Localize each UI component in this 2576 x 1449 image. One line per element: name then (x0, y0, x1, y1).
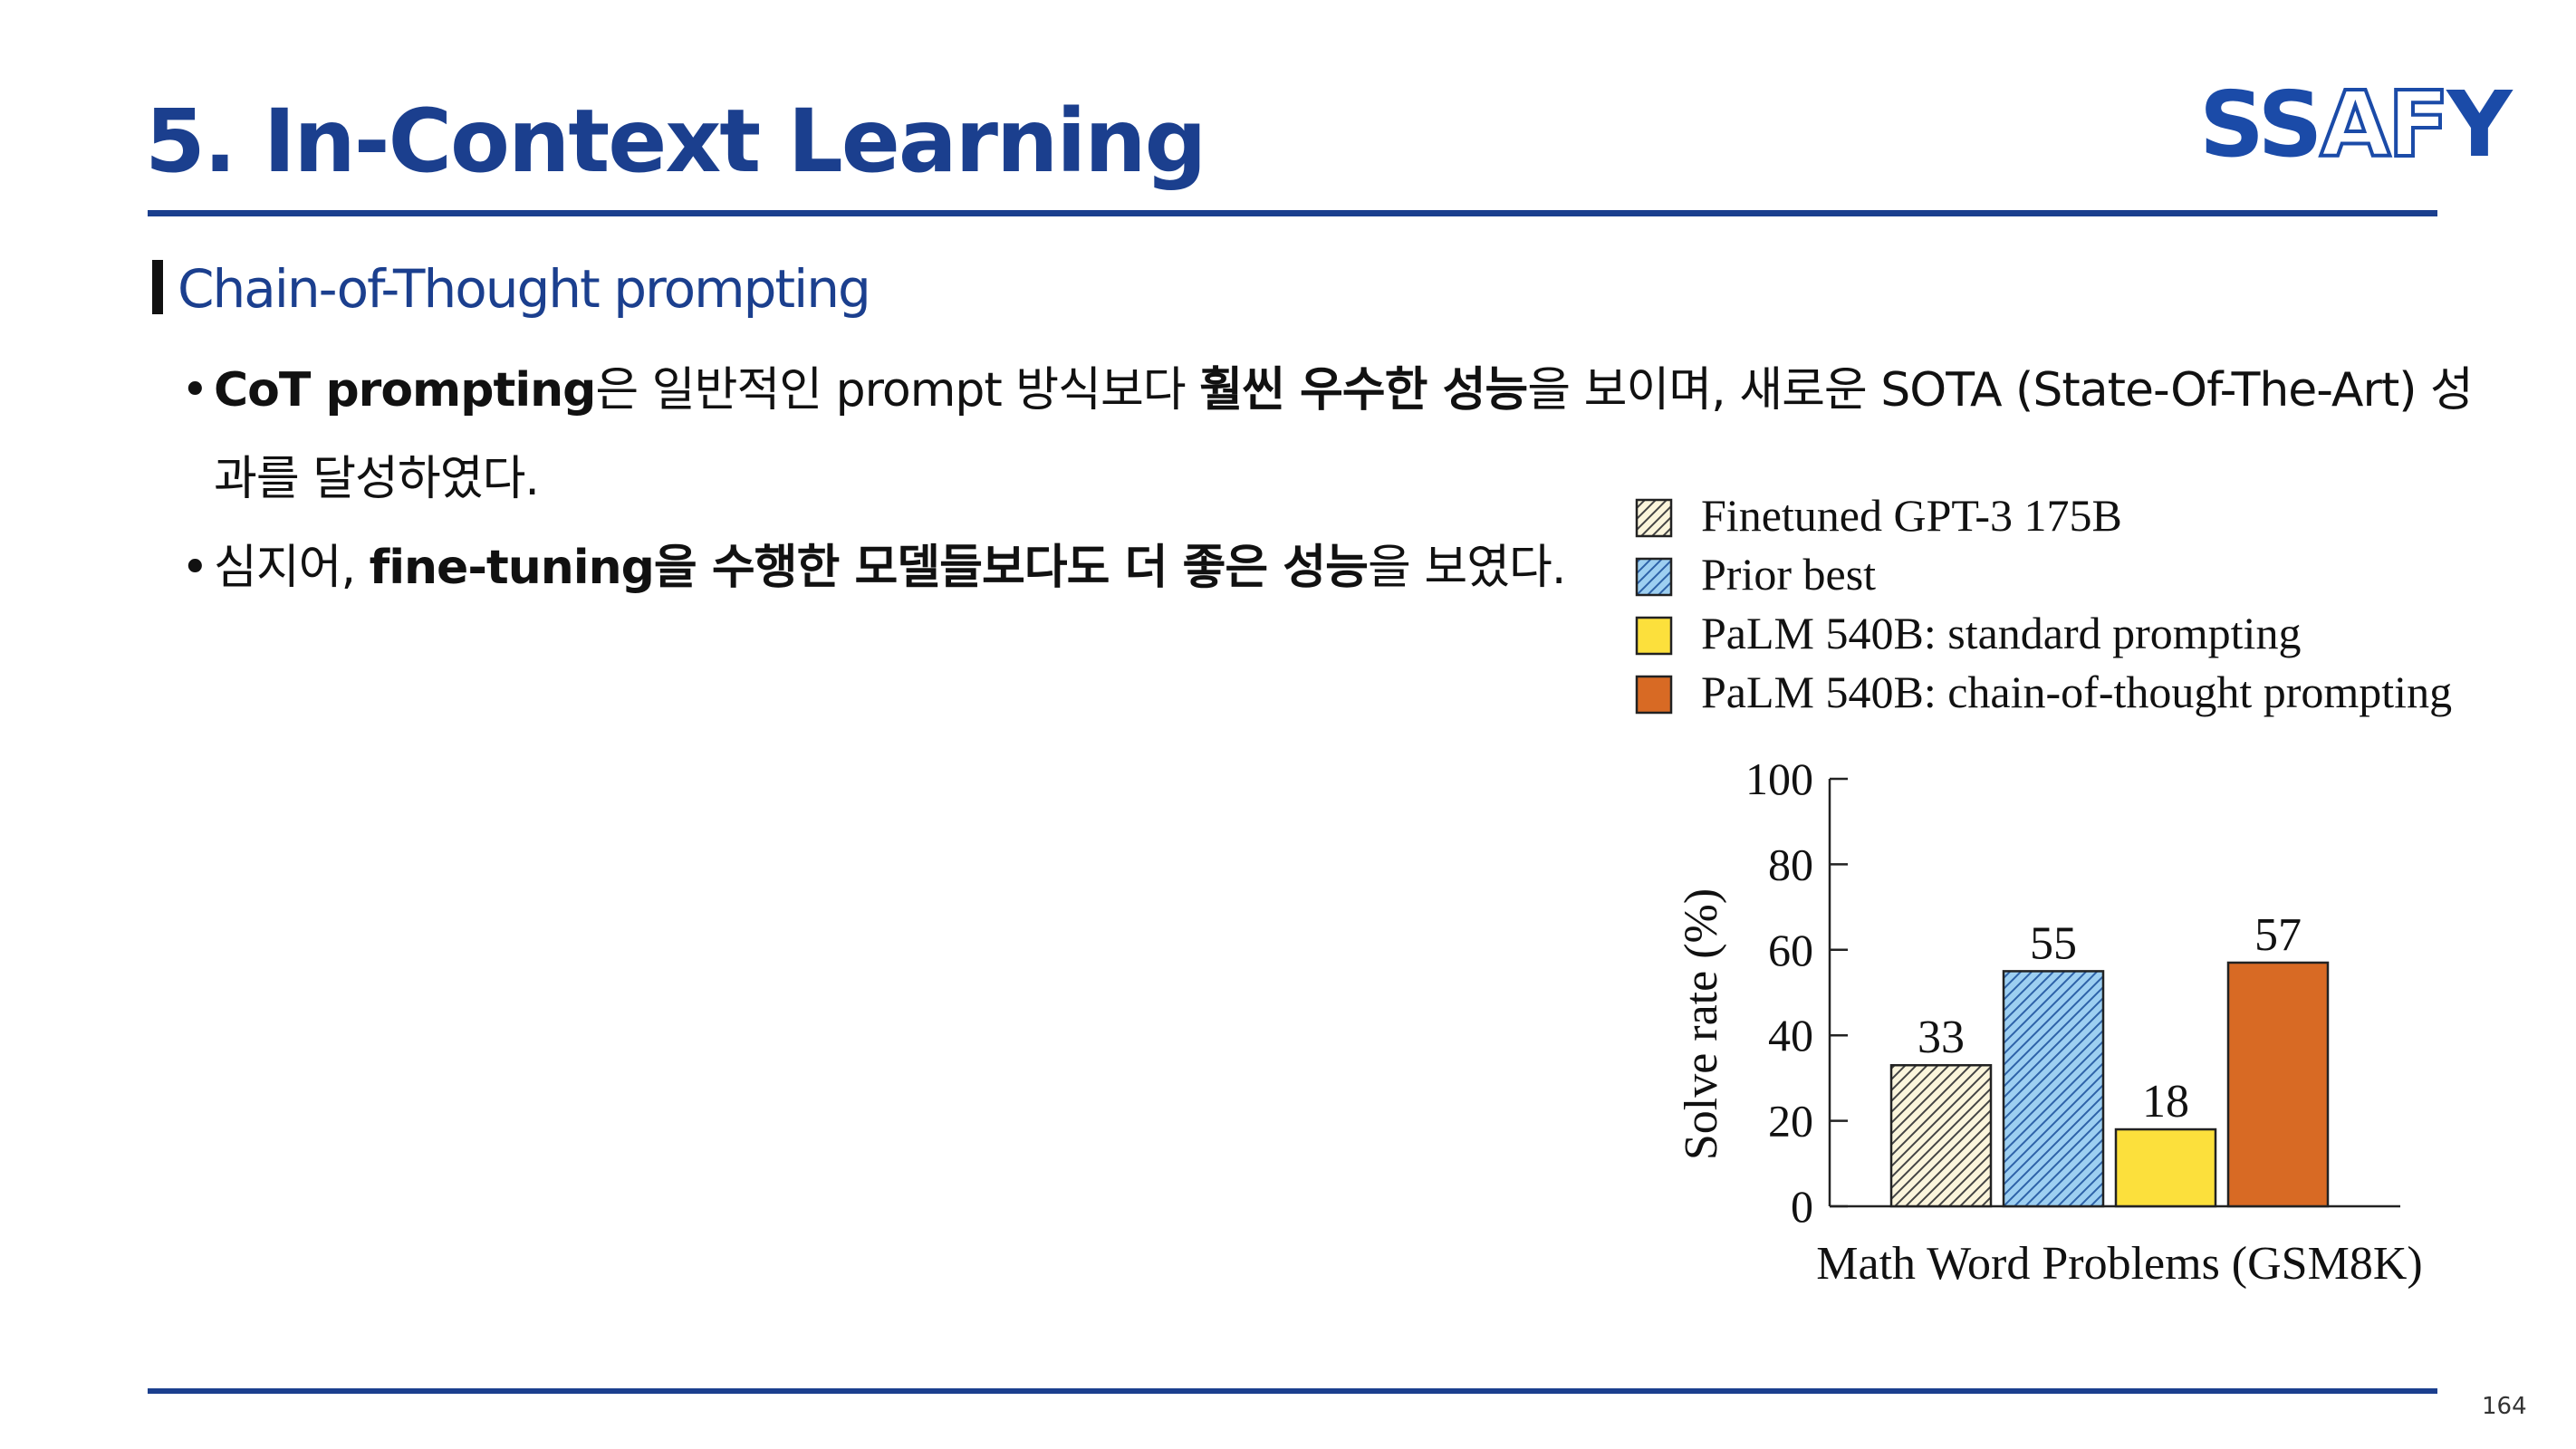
y-axis: 0 20 40 60 80 100 (1745, 753, 2400, 1232)
bar-value-label-2: 55 (2030, 917, 2077, 969)
header-divider (148, 210, 2437, 216)
section-marker (152, 260, 163, 314)
y-tick-label-100: 100 (1745, 753, 1813, 804)
bar-value-label-4: 57 (2254, 909, 2302, 961)
bar-4 (2226, 961, 2330, 1208)
logo-text-part-2: AF (2319, 72, 2452, 178)
bullet-2-text-1: 을 보였다. (1368, 541, 1566, 595)
bullet-1-text-2: 을 보이며, 새로운 SOTA (State-Of-The-Art) 성과를 달… (214, 363, 2474, 506)
legend-label-3: PaLM 540B: standard prompting (1701, 608, 2301, 658)
section-heading-text: Chain-of-Thought prompting (178, 258, 871, 320)
x-axis-label: Math Word Problems (GSM8K) (1816, 1238, 2422, 1290)
legend-swatch-3 (1635, 616, 1673, 656)
legend-label-4: PaLM 540B: chain-of-thought prompting (1701, 667, 2452, 717)
ssafy-logo: SSAFY (2199, 78, 2513, 172)
bullet-1-text-1: 은 일반적인 prompt 방식보다 (595, 363, 1200, 417)
legend-swatch-1 (1635, 498, 1673, 538)
bullet-2-bold-1: fine-tuning을 수행한 모델들보다도 더 좋은 성능 (369, 541, 1369, 595)
y-tick-label-80: 80 (1768, 839, 1813, 889)
bullet-1-bold-1: CoT prompting (214, 363, 596, 417)
section-heading: Chain-of-Thought prompting (152, 258, 871, 320)
page-title: 5. In-Context Learning (145, 91, 1206, 192)
bullet-list: CoT prompting은 일반적인 prompt 방식보다 훨씬 우수한 성… (181, 346, 2500, 612)
bar-2 (2002, 970, 2105, 1208)
y-tick-label-20: 20 (1768, 1096, 1813, 1147)
page-number: 164 (2482, 1393, 2527, 1420)
y-tick-label-40: 40 (1768, 1010, 1813, 1060)
y-tick-label-60: 60 (1768, 925, 1813, 975)
chart-legend: Finetuned GPT-3 175B Prior best PaLM 540B:… (1635, 490, 2452, 717)
legend-swatch-2 (1635, 557, 1673, 597)
legend-label-2: Prior best (1701, 549, 1876, 600)
bar-3 (2114, 1128, 2217, 1208)
chart-bars: 33 55 18 57 (1889, 909, 2330, 1208)
y-axis-label: Solve rate (%) (1676, 888, 1727, 1160)
solve-rate-bar-chart: Finetuned GPT-3 175B Prior best PaLM 540B:… (1635, 490, 2452, 1290)
bar-1 (1889, 1063, 1993, 1208)
legend-label-1: Finetuned GPT-3 175B (1701, 490, 2122, 541)
footer-divider (148, 1388, 2437, 1394)
bar-value-label-1: 33 (1918, 1012, 1965, 1063)
bullet-item-1: CoT prompting은 일반적인 prompt 방식보다 훨씬 우수한 성… (181, 346, 2500, 523)
y-tick-label-0: 0 (1791, 1181, 1813, 1232)
logo-text-part-3: Y (2446, 72, 2512, 178)
logo-text-part-1: SS (2199, 72, 2323, 178)
bullet-2-text-0: 심지어, (214, 541, 370, 595)
legend-swatch-4 (1635, 675, 1673, 715)
bar-value-label-3: 18 (2142, 1076, 2189, 1128)
bullet-item-2: 심지어, fine-tuning을 수행한 모델들보다도 더 좋은 성능을 보였… (181, 523, 2500, 612)
bullet-1-bold-2: 훨씬 우수한 성능 (1199, 363, 1528, 417)
